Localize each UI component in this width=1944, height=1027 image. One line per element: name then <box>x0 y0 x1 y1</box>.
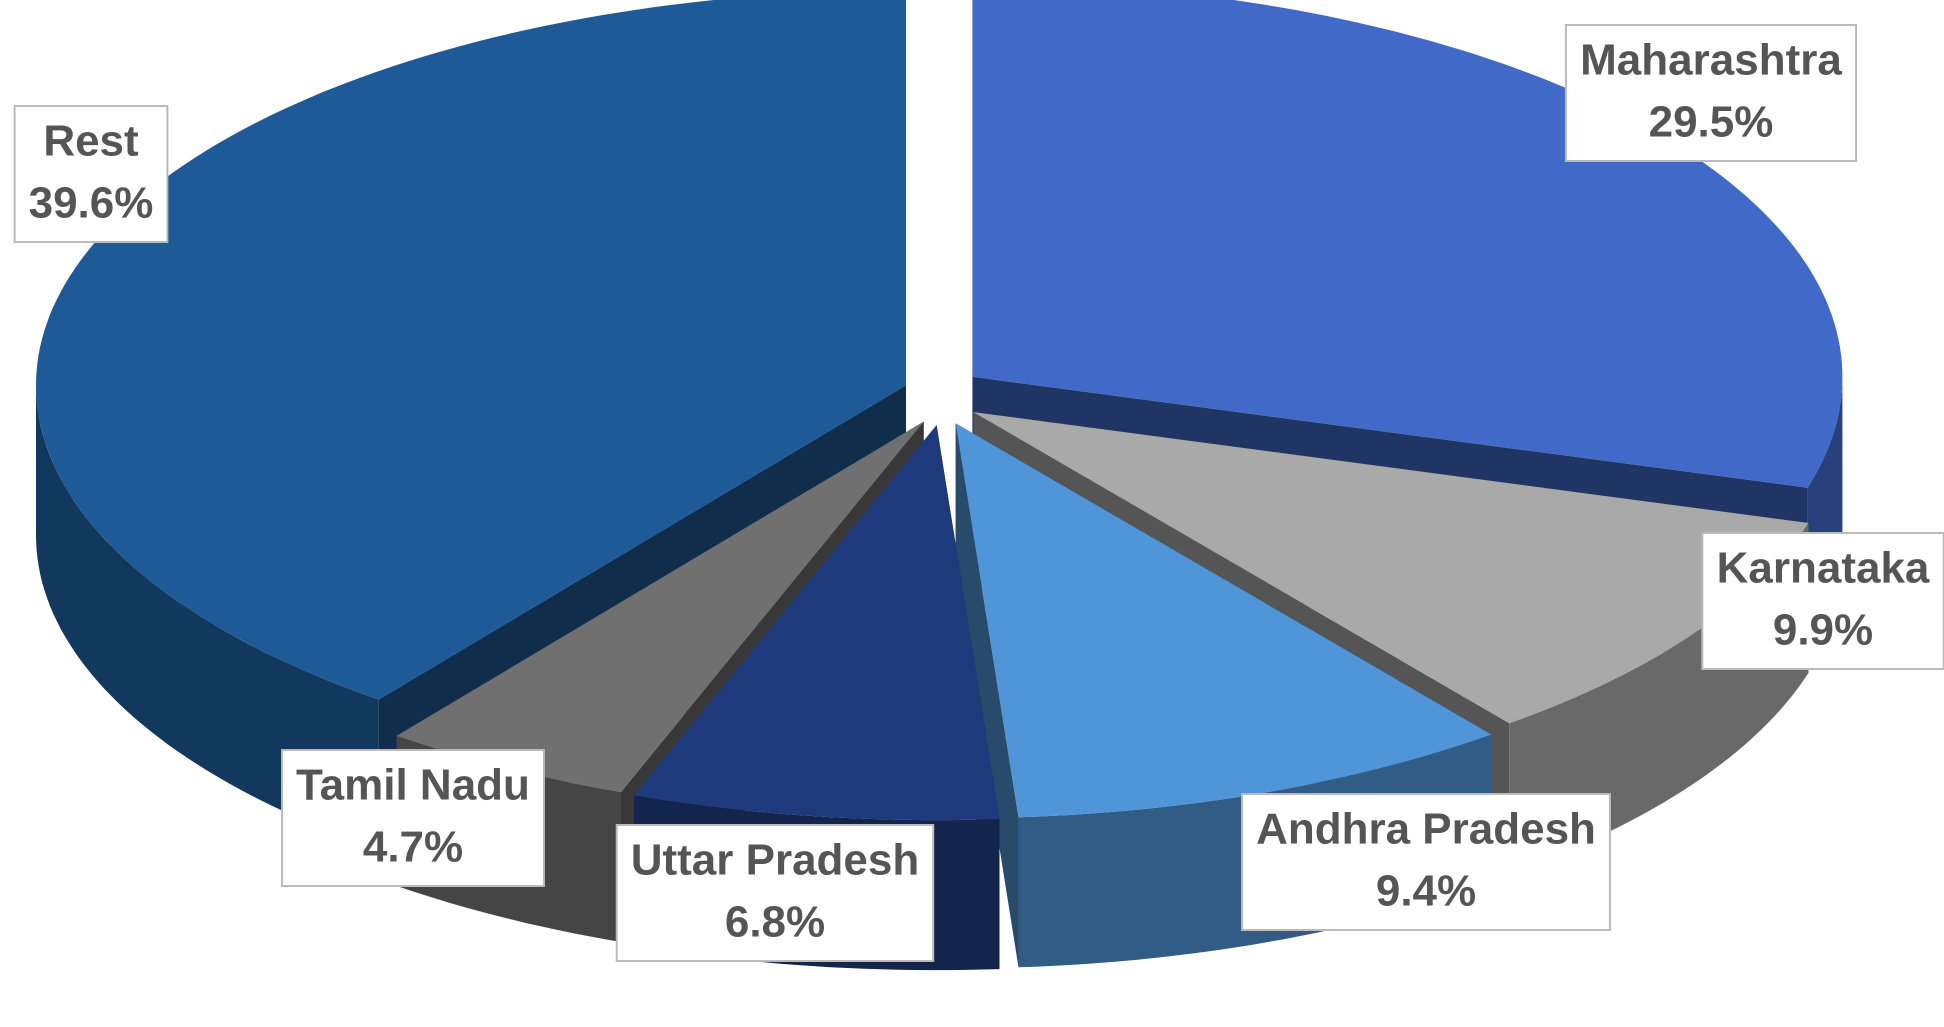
value-label: 29.5% <box>1649 98 1774 147</box>
category-label: Rest <box>43 117 139 166</box>
label-box <box>1701 532 1944 670</box>
slice-top <box>973 412 1809 724</box>
label-box <box>281 749 545 887</box>
slice-cut-face <box>955 423 1019 968</box>
data-label: Tamil Nadu 4.7% <box>281 749 545 887</box>
label-box <box>13 105 169 243</box>
category-label: Andhra Pradesh <box>1256 805 1596 854</box>
label-box <box>615 824 935 962</box>
data-label: Karnataka 9.9% <box>1701 532 1944 670</box>
value-label: 39.6% <box>29 179 154 228</box>
value-label: 9.9% <box>1773 606 1873 655</box>
slice-top <box>955 423 1492 818</box>
slice-side <box>36 385 379 850</box>
value-label: 9.4% <box>1376 867 1476 916</box>
label-box <box>1241 793 1611 931</box>
category-label: Maharashtra <box>1580 36 1842 85</box>
label-box <box>1564 24 1858 162</box>
slice-top <box>633 425 1000 821</box>
data-label: Andhra Pradesh 9.4% <box>1241 793 1611 931</box>
value-label: 6.8% <box>725 898 825 947</box>
value-label: 4.7% <box>363 823 463 872</box>
data-label: Uttar Pradesh 6.8% <box>615 824 935 962</box>
data-label: Maharashtra 29.5% <box>1564 24 1858 162</box>
category-label: Uttar Pradesh <box>631 836 920 885</box>
slice-top <box>396 421 924 792</box>
category-label: Karnataka <box>1717 544 1930 593</box>
data-label: Rest 39.6% <box>13 105 169 243</box>
slice-top <box>36 0 906 700</box>
category-label: Tamil Nadu <box>296 761 530 810</box>
